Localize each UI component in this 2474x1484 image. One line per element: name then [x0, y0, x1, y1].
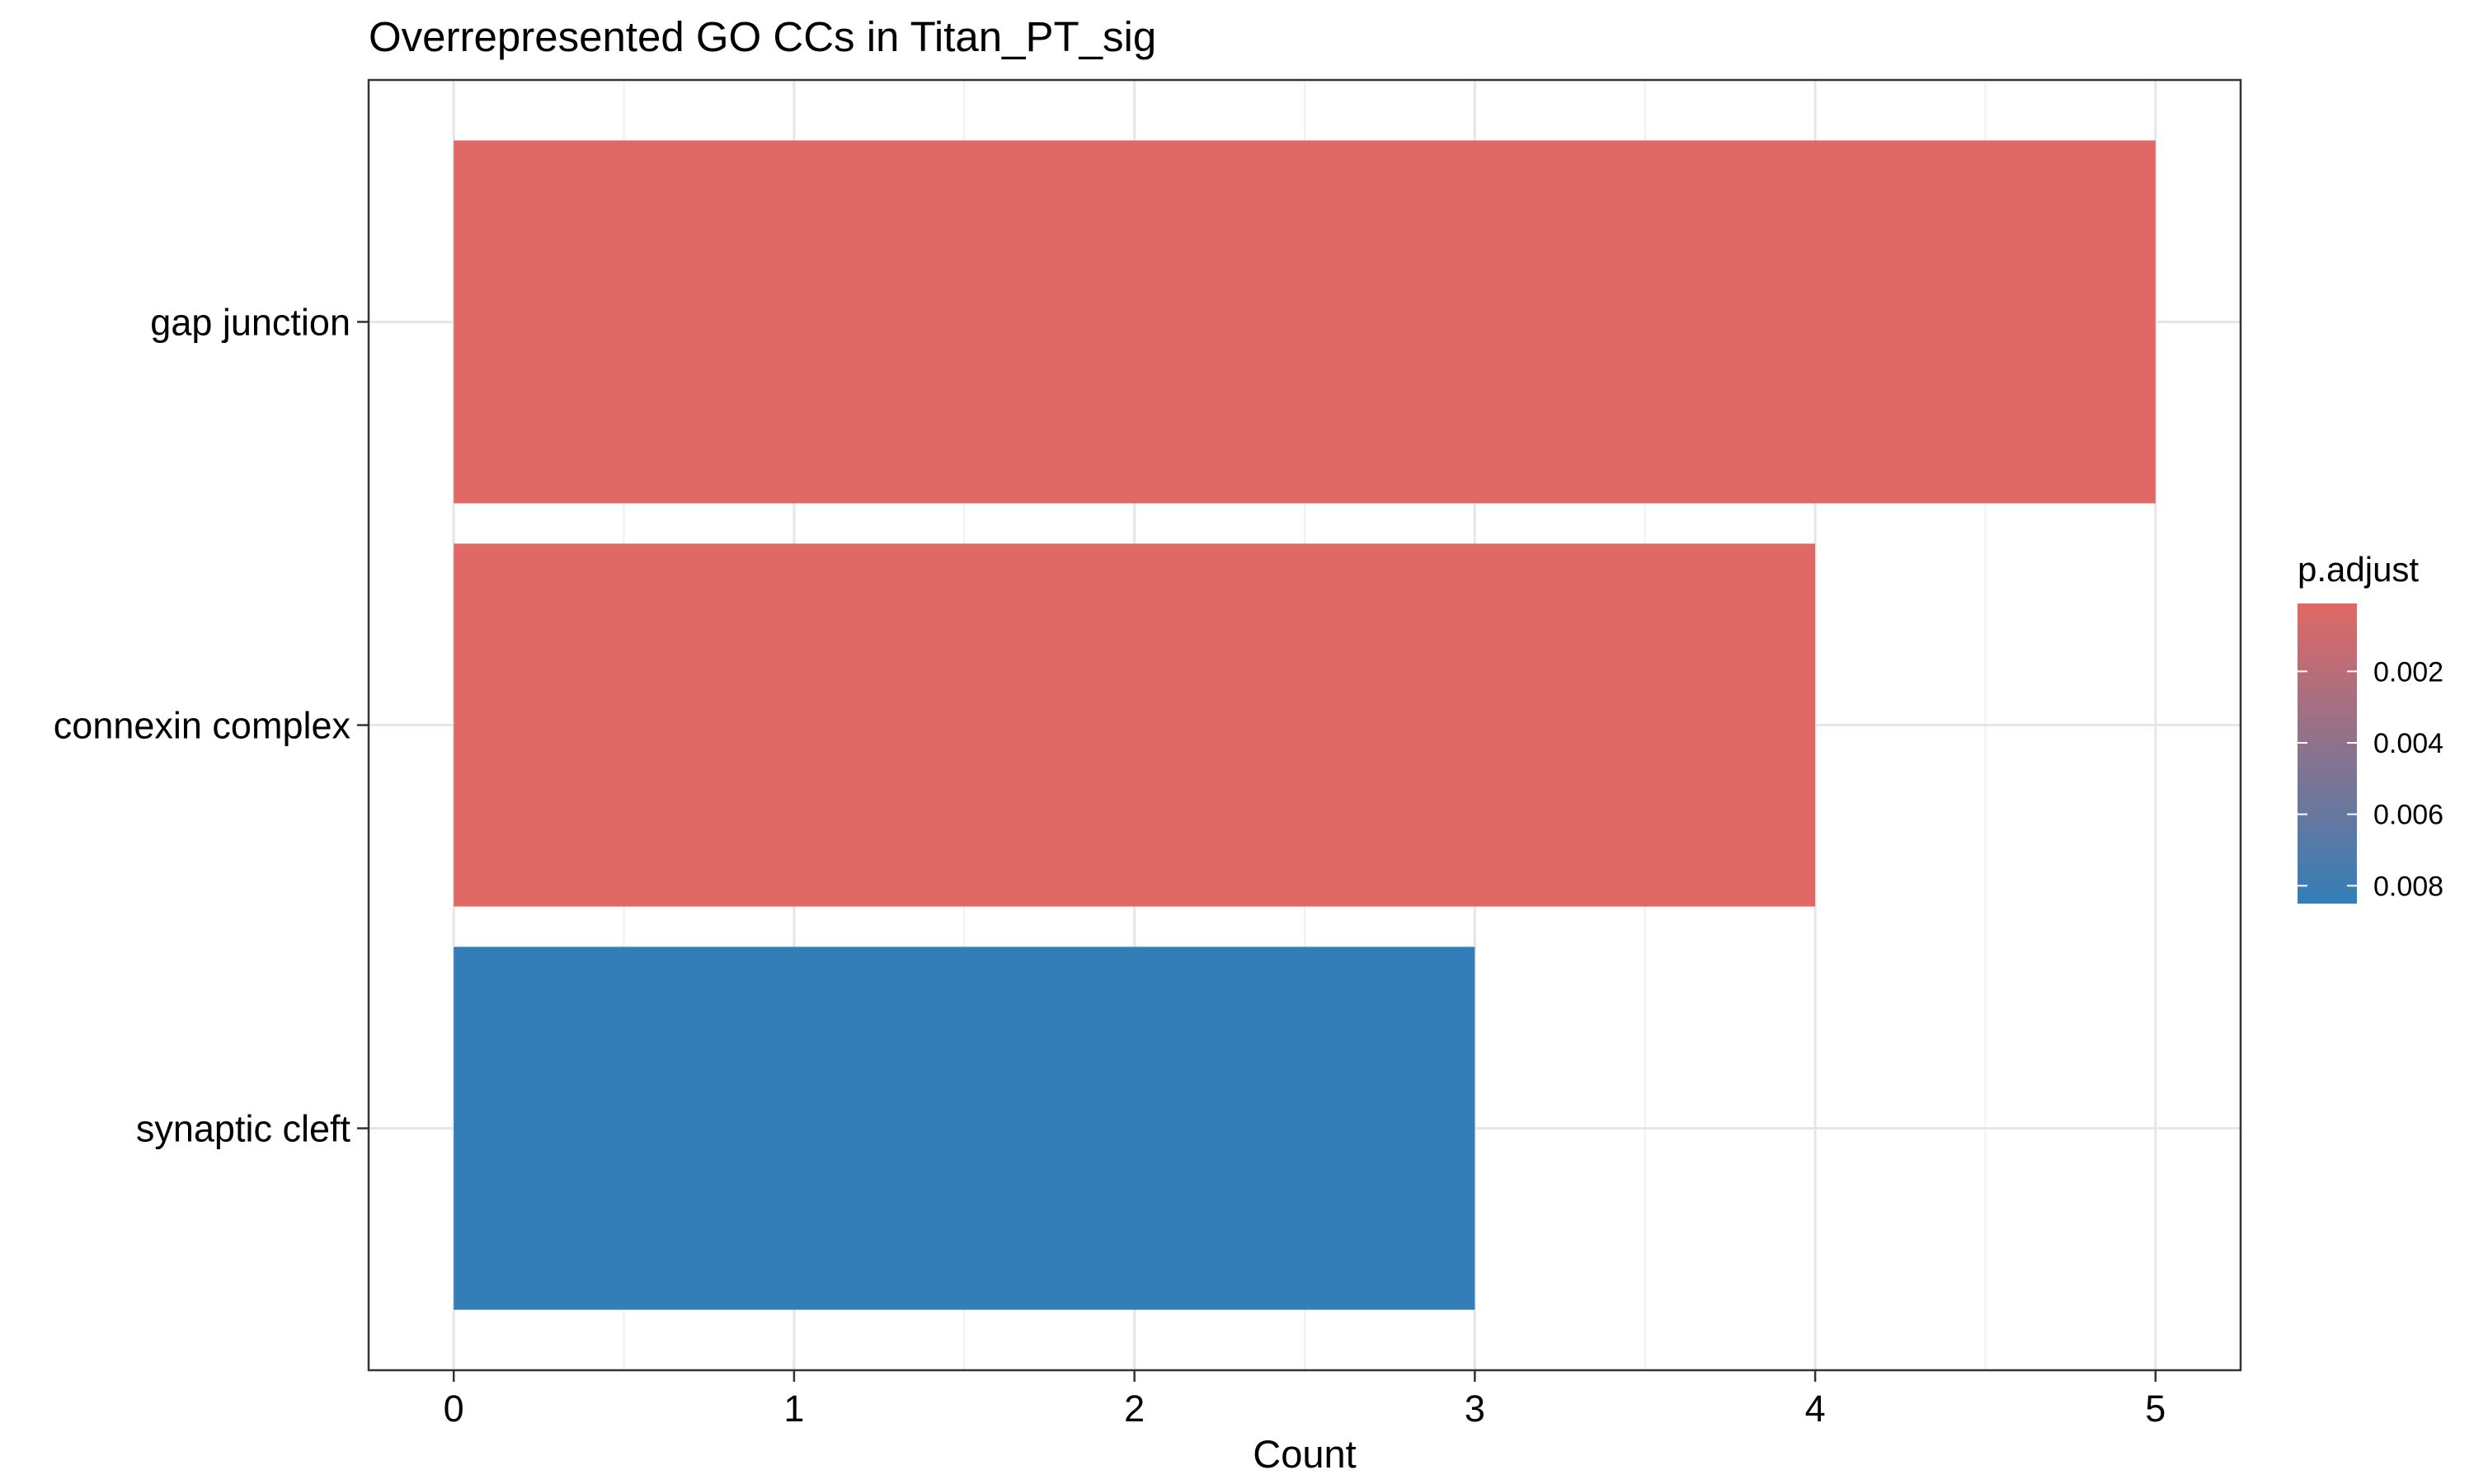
x-tick-label: 4 — [1805, 1388, 1826, 1430]
y-category-label: synaptic cleft — [136, 1108, 351, 1150]
legend-label: 0.006 — [2373, 800, 2443, 831]
legend-label: 0.008 — [2373, 871, 2443, 902]
x-tick-label: 5 — [2145, 1388, 2166, 1430]
legend-label: 0.002 — [2373, 656, 2443, 688]
x-axis: 0 1 2 3 4 5 — [444, 1370, 2166, 1430]
y-axis: gap junction connexin complex synaptic cle… — [54, 301, 369, 1150]
legend-title: p.adjust — [2298, 550, 2419, 589]
bars — [454, 140, 2156, 1310]
y-category-label: connexin complex — [54, 705, 351, 747]
legend-label: 0.004 — [2373, 728, 2443, 759]
bar — [454, 543, 1816, 907]
bar — [454, 946, 1475, 1310]
x-tick-label: 0 — [444, 1388, 464, 1430]
bar — [454, 140, 2156, 504]
x-tick-label: 2 — [1124, 1388, 1145, 1430]
x-tick-label: 1 — [783, 1388, 804, 1430]
x-axis-title: Count — [1253, 1432, 1356, 1476]
y-category-label: gap junction — [150, 301, 350, 343]
x-tick-label: 3 — [1465, 1388, 1485, 1430]
chart-title: Overrepresented GO CCs in Titan_PT_sig — [369, 13, 1156, 60]
legend: p.adjust 0.002 0.004 0.006 0.008 — [2298, 550, 2443, 904]
legend-colorbar — [2298, 603, 2357, 904]
